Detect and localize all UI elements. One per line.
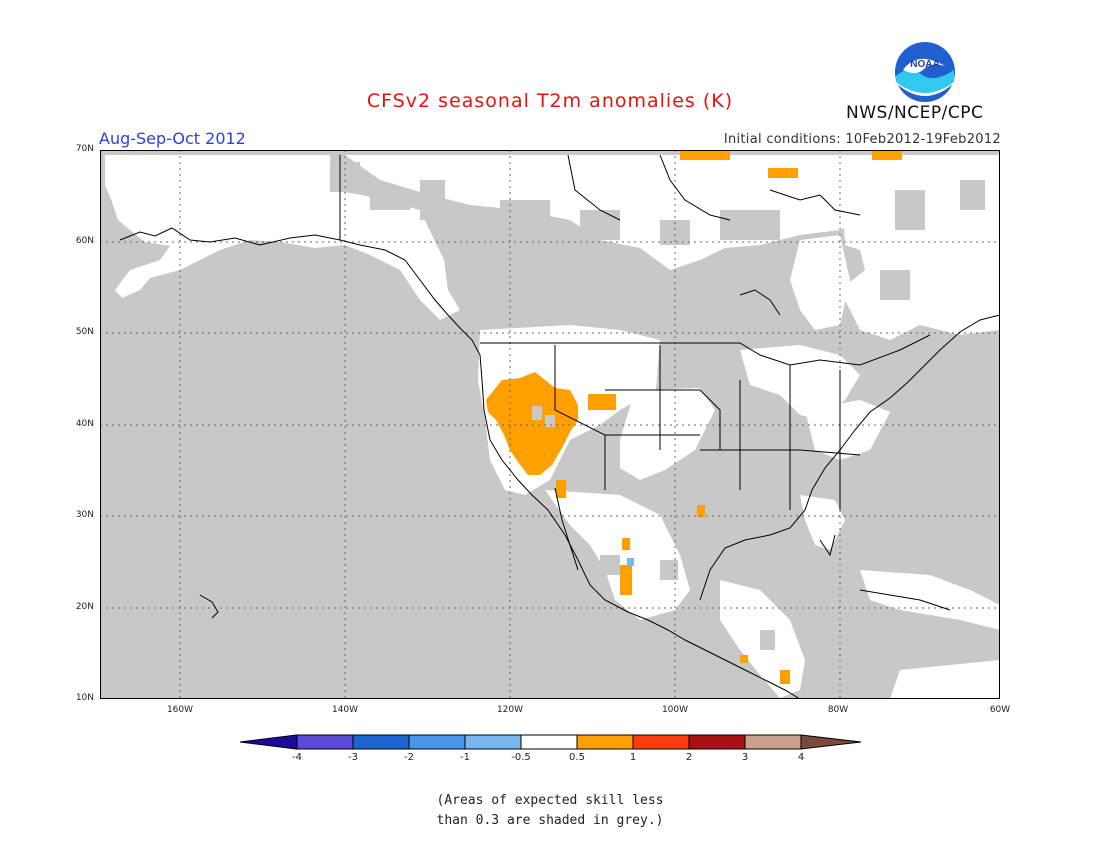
colorbar-label: -1: [460, 752, 470, 763]
colorbar-swatch: [688, 734, 746, 750]
colorbar-swatch: [632, 734, 690, 750]
colorbar-label: -3: [348, 752, 358, 763]
colorbar-label: 4: [797, 752, 805, 763]
colorbar-swatch: [352, 734, 410, 750]
chart-title: CFSv2 seasonal T2m anomalies (K): [366, 90, 734, 112]
lon-label-140w: 140W: [331, 705, 359, 715]
colorbar: [240, 734, 862, 750]
cool-anomaly-patch: [627, 558, 634, 566]
colorbar-swatch: [408, 734, 466, 750]
noaa-logo: NOAA: [895, 42, 955, 102]
map-frame: [100, 150, 1000, 699]
colorbar-swatch: [520, 734, 578, 750]
lat-label-40n: 40N: [75, 419, 94, 429]
season-label: Aug-Sep-Oct 2012: [99, 129, 246, 148]
colorbar-swatch: [576, 734, 634, 750]
colorbar-swatch: [296, 734, 354, 750]
lat-label-30n: 30N: [75, 510, 94, 520]
lon-label-60w: 60W: [989, 705, 1011, 715]
lat-label-60n: 60N: [75, 236, 94, 246]
lon-label-80w: 80W: [827, 705, 849, 715]
noaa-logo-text: NOAA: [910, 59, 939, 70]
coastlines: [119, 154, 1000, 699]
colorbar-label: -0.5: [511, 752, 531, 763]
colorbar-label: 2: [685, 752, 693, 763]
colorbar-swatch-above-4: [800, 734, 862, 750]
colorbar-label: 0.5: [569, 752, 585, 763]
anomaly-map: [100, 150, 1000, 699]
lat-label-70n: 70N: [75, 144, 94, 154]
colorbar-swatch: [744, 734, 802, 750]
colorbar-swatch-below-minus4: [240, 734, 298, 750]
lon-label-100w: 100W: [661, 705, 689, 715]
graticule: [100, 150, 1000, 699]
lon-label-120w: 120W: [496, 705, 524, 715]
agency-label: NWS/NCEP/CPC: [846, 103, 984, 123]
lat-label-20n: 20N: [75, 602, 94, 612]
colorbar-label: 1: [629, 752, 637, 763]
colorbar-label: 3: [741, 752, 749, 763]
skill-note-line2: than 0.3 are shaded in grey.): [436, 813, 664, 828]
colorbar-swatch: [464, 734, 522, 750]
lat-label-50n: 50N: [75, 327, 94, 337]
lon-label-160w: 160W: [166, 705, 194, 715]
skill-note-line1: (Areas of expected skill less: [436, 793, 664, 808]
initial-conditions-label: Initial conditions: 10Feb2012-19Feb2012: [723, 132, 1001, 147]
colorbar-label: -2: [404, 752, 414, 763]
lat-label-10n: 10N: [75, 693, 94, 703]
colorbar-label: -4: [292, 752, 302, 763]
